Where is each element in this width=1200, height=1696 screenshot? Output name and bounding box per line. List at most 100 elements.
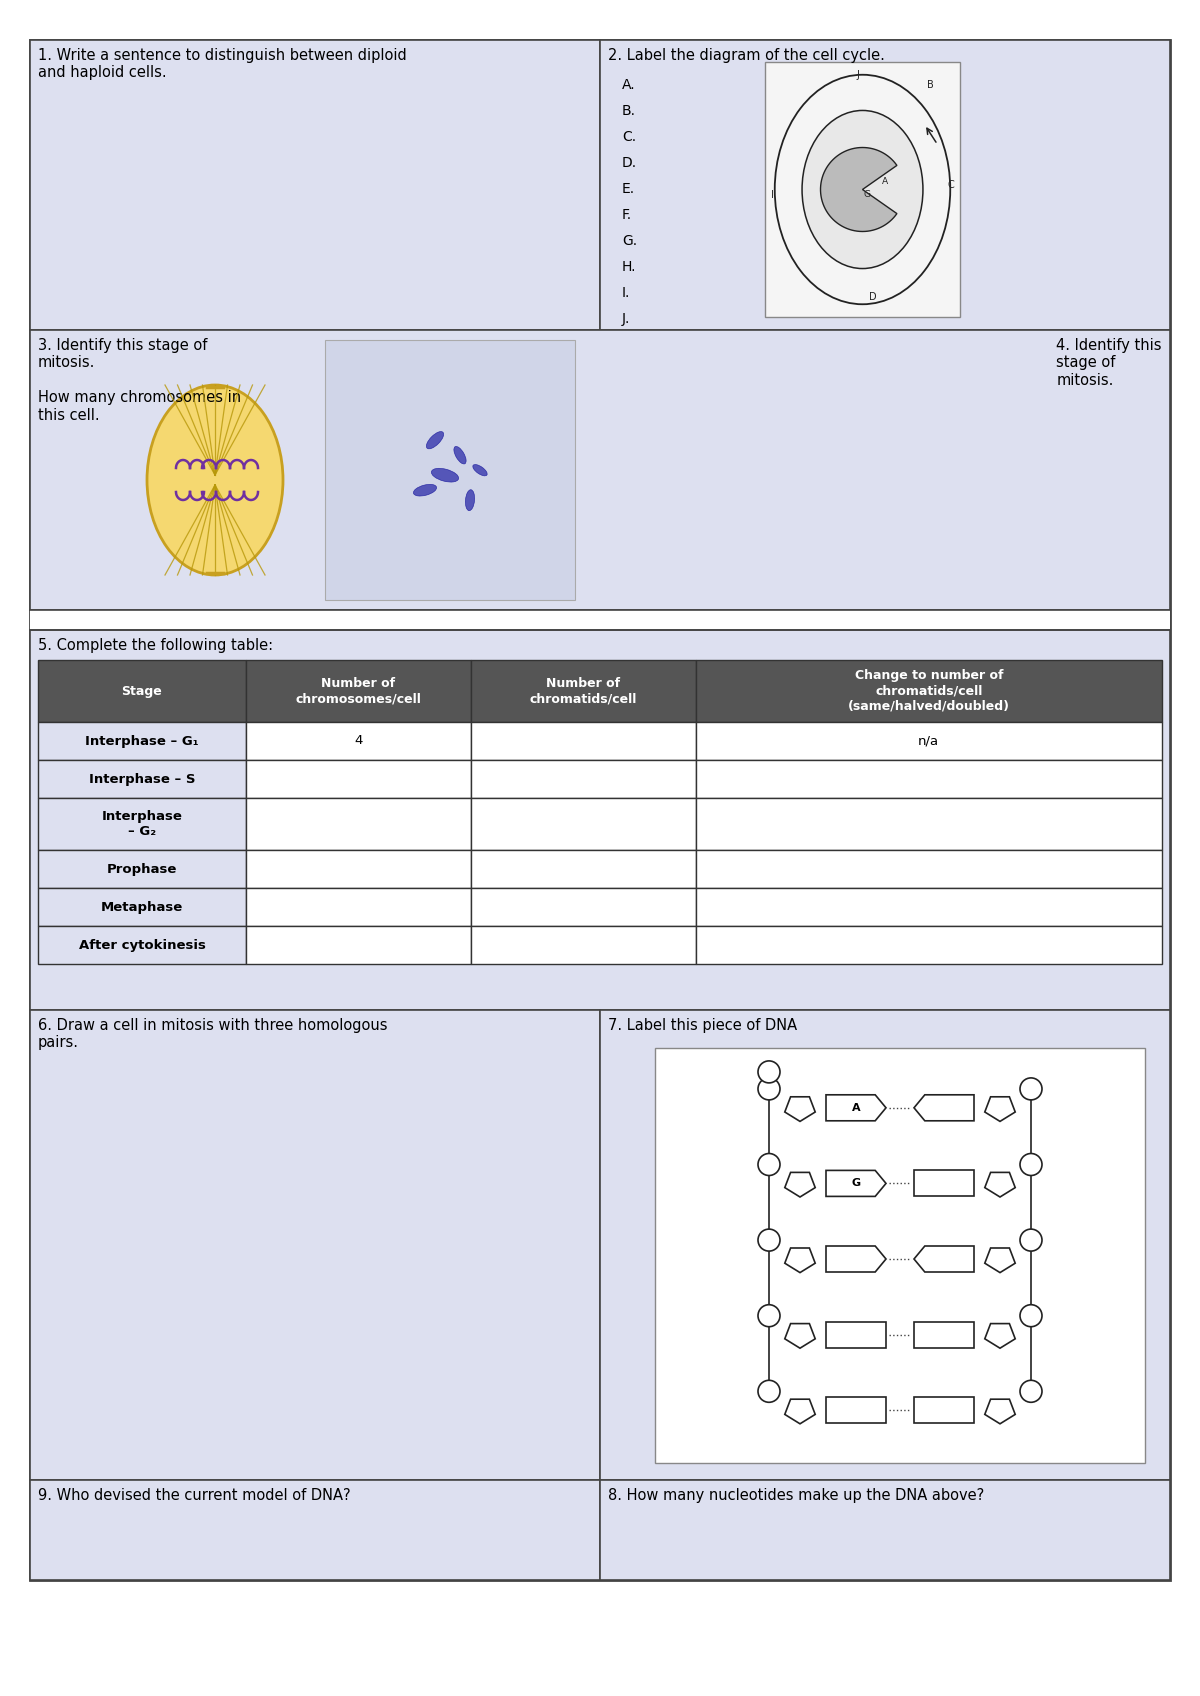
Text: G: G — [864, 190, 871, 198]
Ellipse shape — [802, 110, 923, 268]
Text: Prophase: Prophase — [107, 863, 178, 875]
Polygon shape — [826, 1247, 886, 1272]
Bar — [696, 926, 1162, 963]
Text: D.: D. — [622, 156, 637, 170]
Bar — [600, 41, 1170, 331]
Circle shape — [758, 1381, 780, 1403]
Text: F.: F. — [622, 209, 632, 222]
Text: 5. Complete the following table:: 5. Complete the following table: — [38, 638, 274, 653]
Text: 6. Draw a cell in mitosis with three homologous
pairs.: 6. Draw a cell in mitosis with three hom… — [38, 1018, 388, 1050]
Text: 4: 4 — [354, 734, 362, 748]
Text: Stage: Stage — [121, 685, 162, 697]
Ellipse shape — [454, 446, 466, 465]
Ellipse shape — [431, 468, 458, 482]
Bar — [696, 660, 1162, 722]
Bar — [696, 850, 1162, 889]
Text: B.: B. — [622, 103, 636, 119]
Bar — [914, 1321, 974, 1348]
Bar — [38, 722, 246, 760]
Text: J: J — [856, 70, 859, 80]
Polygon shape — [785, 1172, 815, 1197]
Bar — [30, 1481, 600, 1581]
Text: Number of
chromatids/cell: Number of chromatids/cell — [529, 677, 637, 706]
Text: Number of
chromosomes/cell: Number of chromosomes/cell — [295, 677, 421, 706]
Bar — [470, 660, 696, 722]
Text: 9. Who devised the current model of DNA?: 9. Who devised the current model of DNA? — [38, 1487, 350, 1503]
Circle shape — [1020, 1381, 1042, 1403]
Bar — [38, 850, 246, 889]
Text: A: A — [882, 176, 888, 187]
Polygon shape — [914, 1096, 974, 1121]
Polygon shape — [785, 1097, 815, 1121]
Bar — [38, 760, 246, 799]
Text: H.: H. — [622, 259, 636, 275]
Text: D: D — [869, 292, 876, 302]
Text: Interphase – G₁: Interphase – G₁ — [85, 734, 199, 748]
Ellipse shape — [473, 465, 487, 477]
Text: B: B — [928, 80, 934, 90]
Bar — [470, 722, 696, 760]
Bar — [696, 889, 1162, 926]
Ellipse shape — [414, 485, 437, 495]
Ellipse shape — [148, 385, 283, 575]
Ellipse shape — [426, 431, 444, 449]
Text: 7. Label this piece of DNA: 7. Label this piece of DNA — [608, 1018, 797, 1033]
Circle shape — [1020, 1153, 1042, 1175]
Bar — [30, 1011, 600, 1481]
Bar — [30, 611, 1170, 629]
Bar — [655, 1048, 1145, 1464]
Bar — [38, 926, 246, 963]
Polygon shape — [785, 1323, 815, 1348]
Bar — [470, 760, 696, 799]
Bar — [470, 926, 696, 963]
Polygon shape — [826, 1096, 886, 1121]
Text: 4. Identify this
stage of
mitosis.: 4. Identify this stage of mitosis. — [1056, 338, 1162, 388]
Bar — [914, 1398, 974, 1423]
Polygon shape — [985, 1097, 1015, 1121]
Bar — [38, 660, 246, 722]
Text: 2. Label the diagram of the cell cycle.: 2. Label the diagram of the cell cycle. — [608, 47, 884, 63]
Bar — [914, 1170, 974, 1196]
Bar — [246, 799, 470, 850]
Text: 1. Write a sentence to distinguish between diploid
and haploid cells.: 1. Write a sentence to distinguish betwe… — [38, 47, 407, 80]
Circle shape — [1020, 1304, 1042, 1326]
Text: G.: G. — [622, 234, 637, 248]
Bar — [470, 889, 696, 926]
Bar — [246, 889, 470, 926]
Polygon shape — [985, 1323, 1015, 1348]
Circle shape — [1020, 1079, 1042, 1101]
Text: C: C — [947, 180, 954, 190]
Text: After cytokinesis: After cytokinesis — [78, 938, 205, 951]
Text: G: G — [852, 1179, 860, 1189]
Circle shape — [758, 1079, 780, 1101]
Text: 3. Identify this stage of
mitosis.

How many chromosomes in
this cell.: 3. Identify this stage of mitosis. How m… — [38, 338, 241, 422]
Bar — [600, 1011, 1170, 1481]
Bar — [246, 926, 470, 963]
Text: Metaphase: Metaphase — [101, 901, 184, 914]
Circle shape — [758, 1230, 780, 1252]
Bar — [30, 629, 1170, 1011]
Bar — [246, 760, 470, 799]
Circle shape — [1020, 1230, 1042, 1252]
Text: E.: E. — [622, 181, 635, 197]
Text: A: A — [852, 1102, 860, 1113]
Bar — [696, 799, 1162, 850]
Polygon shape — [821, 148, 896, 231]
Bar — [470, 799, 696, 850]
Text: C.: C. — [622, 131, 636, 144]
Polygon shape — [826, 1170, 886, 1196]
Polygon shape — [914, 1247, 974, 1272]
Bar — [38, 799, 246, 850]
Text: Interphase
– G₂: Interphase – G₂ — [102, 811, 182, 838]
Bar — [766, 63, 960, 317]
Bar — [696, 760, 1162, 799]
Polygon shape — [785, 1248, 815, 1272]
Polygon shape — [785, 1399, 815, 1425]
Bar — [826, 1321, 886, 1348]
Polygon shape — [985, 1399, 1015, 1425]
Bar — [600, 1481, 1170, 1581]
Polygon shape — [985, 1172, 1015, 1197]
Text: A.: A. — [622, 78, 636, 92]
Text: 8. How many nucleotides make up the DNA above?: 8. How many nucleotides make up the DNA … — [608, 1487, 984, 1503]
Bar — [246, 722, 470, 760]
